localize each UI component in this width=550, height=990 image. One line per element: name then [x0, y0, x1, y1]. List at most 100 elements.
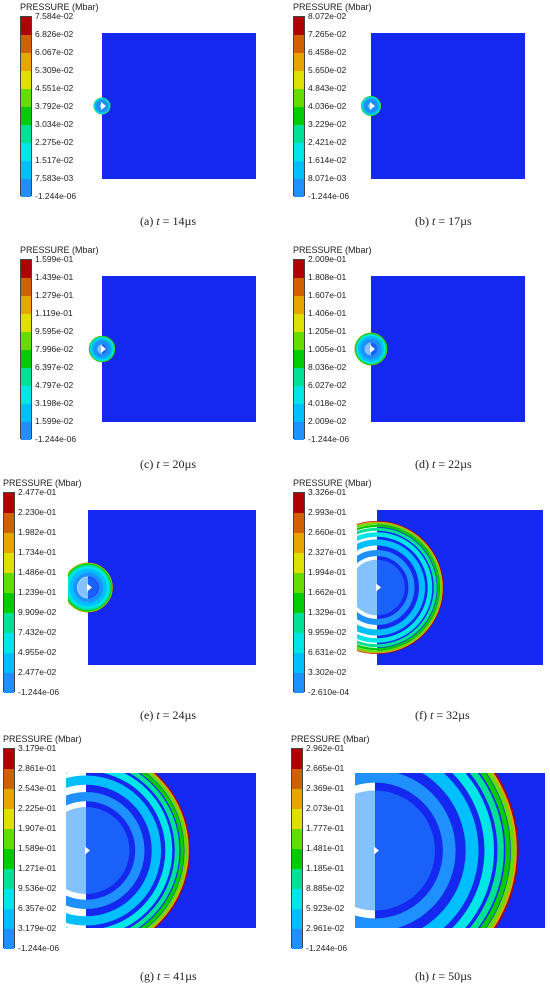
caption-variable: t [156, 708, 160, 722]
caption-equals: = [435, 214, 449, 228]
panel-c: PRESSURE (Mbar) 1.599e-01 1.439e-01 1.279e-… [0, 245, 275, 494]
legend-tick-label: 6.067e-02 [35, 47, 74, 57]
legend-tick-label: -1.244e-06 [18, 687, 60, 697]
legend-swatch [4, 849, 14, 869]
legend-swatch [21, 125, 31, 143]
legend-title: PRESSURE (Mbar) [293, 245, 372, 255]
legend-tick-label: 1.607e-01 [308, 290, 347, 300]
legend-tick-label: 1.481e-01 [306, 843, 345, 853]
legend-title: PRESSURE (Mbar) [293, 2, 372, 12]
legend-swatch [294, 673, 304, 693]
legend-swatch [294, 404, 304, 422]
caption-equals: = [435, 969, 449, 983]
legend-swatch [294, 553, 304, 573]
legend-swatch [294, 161, 304, 179]
legend-tick-label: -1.244e-06 [35, 434, 77, 444]
legend-tick-label: 7.432e-02 [18, 627, 57, 637]
legend-tick-label: 2.660e-01 [308, 527, 347, 537]
pressure-contour-ring [93, 340, 111, 358]
pressure-contour-ring [357, 524, 440, 651]
legend-swatch [294, 17, 304, 35]
legend-swatch [21, 35, 31, 53]
legend-title: PRESSURE (Mbar) [3, 478, 82, 488]
legend-tick-label: 2.421e-02 [308, 137, 347, 147]
legend-tick-label: 5.650e-02 [308, 65, 347, 75]
legend-tick-label: 2.477e-02 [18, 667, 57, 677]
caption-time: 14µs [172, 214, 197, 228]
legend-swatch [4, 929, 14, 949]
pressure-contour-ring [422, 773, 479, 928]
legend-tick-label: 3.229e-02 [308, 119, 347, 129]
color-legend [293, 259, 305, 440]
legend-swatch [21, 296, 31, 314]
caption-time: 22µs [448, 457, 472, 471]
legend-tick-label: 8.885e-02 [306, 883, 345, 893]
legend-tick-label: 1.271e-01 [18, 863, 57, 873]
shock-wave [354, 332, 388, 366]
legend-tick-label: -1.244e-06 [308, 191, 350, 201]
legend-swatch [21, 143, 31, 161]
pressure-contour-plot [93, 33, 256, 179]
legend-tick-label: 4.036e-02 [308, 101, 347, 111]
legend-swatch [21, 314, 31, 332]
legend-swatch [294, 653, 304, 673]
legend-swatch [4, 553, 14, 573]
legend-tick-label: 4.018e-02 [308, 398, 347, 408]
legend-swatch [294, 107, 304, 125]
panel-caption: (h) t = 50µs [415, 969, 472, 984]
legend-tick-label: 1.662e-01 [308, 587, 347, 597]
legend-swatch [292, 849, 302, 869]
legend-swatch [294, 350, 304, 368]
caption-variable: t [432, 457, 436, 471]
legend-swatch [21, 89, 31, 107]
caption-label: (a) [140, 214, 157, 228]
pressure-contour-ring [357, 532, 433, 643]
caption-equals: = [160, 969, 174, 983]
legend-swatch [292, 809, 302, 829]
caption-label: (c) [140, 457, 157, 471]
pressure-contour-plot [88, 276, 256, 422]
legend-tick-label: 8.036e-02 [308, 362, 347, 372]
legend-swatch [292, 929, 302, 949]
legend-swatch [294, 386, 304, 404]
panel-b: PRESSURE (Mbar) 8.072e-02 7.265e-02 6.458e-… [275, 0, 550, 247]
legend-swatch [292, 789, 302, 809]
panel-caption: (e) t = 24µs [140, 708, 196, 723]
pressure-contour-plot [357, 510, 543, 665]
legend-swatch [294, 71, 304, 89]
legend-swatch [294, 368, 304, 386]
pressure-contour-ring [150, 773, 189, 928]
caption-label: (d) [415, 457, 432, 471]
legend-swatch [21, 278, 31, 296]
legend-swatch [4, 809, 14, 829]
legend-tick-label: 7.584e-02 [35, 11, 74, 21]
legend-swatch [292, 889, 302, 909]
legend-tick-label: 4.843e-02 [308, 83, 347, 93]
legend-tick-label: 2.665e-01 [306, 763, 345, 773]
pressure-contour-ring [469, 773, 504, 928]
legend-tick-label: 6.357e-02 [18, 903, 57, 913]
panel-f: PRESSURE (Mbar) 3.326e-01 2.993e-01 2.660e-… [275, 478, 550, 725]
legend-tick-label: 1.614e-02 [308, 155, 347, 165]
legend-tick-label: 1.205e-01 [308, 326, 347, 336]
legend-tick-label: 9.909e-02 [18, 607, 57, 617]
legend-tick-label: -2.610e-04 [308, 687, 350, 697]
pressure-contour-ring [357, 521, 443, 654]
legend-tick-label: 1.239e-01 [18, 587, 57, 597]
shock-wave [357, 520, 444, 655]
impact-notch [101, 102, 106, 110]
pressure-contour-ring [486, 773, 515, 928]
pressure-contour-ring [68, 566, 110, 609]
legend-tick-label: 1.734e-01 [18, 547, 57, 557]
panel-caption: (a) t = 14µs [140, 214, 196, 229]
caption-time: 32µs [446, 708, 470, 722]
legend-tick-label: 1.599e-02 [35, 416, 74, 426]
panel-g: PRESSURE (Mbar) 3.179e-01 2.861e-01 2.543e-… [0, 734, 275, 985]
legend-tick-label: 5.923e-02 [306, 903, 345, 913]
caption-variable: t [432, 214, 436, 228]
caption-equals: = [435, 457, 449, 471]
caption-time: 20µs [172, 457, 197, 471]
legend-tick-label: 2.009e-02 [308, 416, 347, 426]
legend-swatch [21, 404, 31, 422]
legend-tick-label: 3.326e-01 [308, 487, 347, 497]
